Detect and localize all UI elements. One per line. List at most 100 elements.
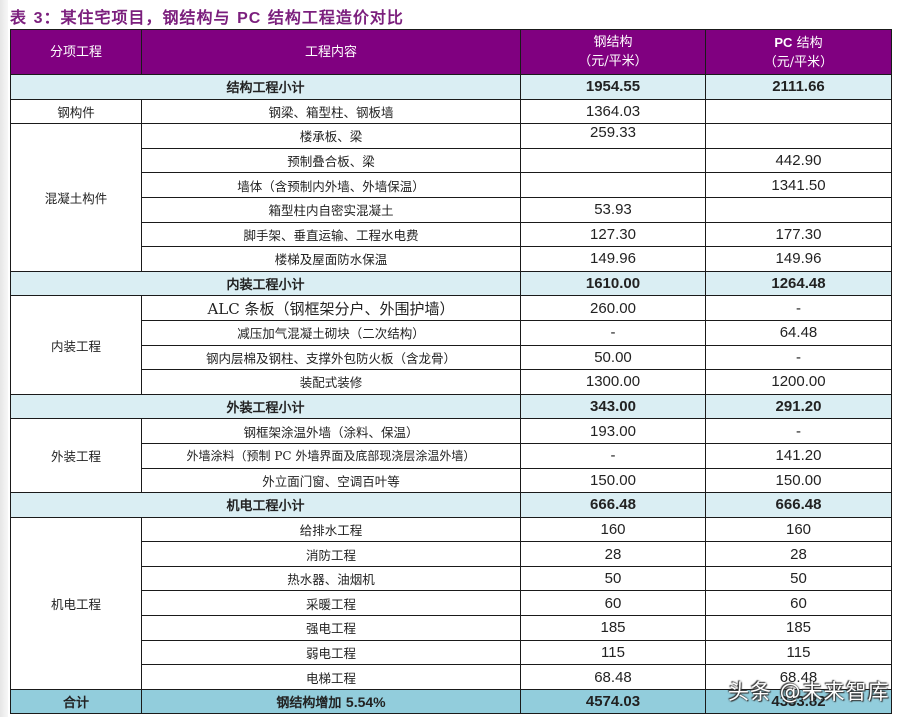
pc-cell: -: [705, 344, 892, 371]
pc-cell: 150.00: [705, 467, 892, 494]
content-cell: 热水器、油烟机: [141, 565, 521, 592]
content-cell: 墙体（含预制内外墙、外墙保温）: [141, 172, 521, 198]
pc-cell: 442.90: [705, 147, 892, 174]
pc-cell: [705, 98, 892, 125]
header-pc-label: 结构: [792, 35, 823, 51]
table-row: 弱电工程 115 115: [11, 639, 892, 666]
table-row: 内装工程 ALC 条板（钢框架分户、外围护墙） 260.00 -: [10, 295, 892, 395]
subtotal-label: 结构工程小计: [10, 74, 521, 100]
steel-cell: 1364.03: [520, 98, 706, 125]
table-row: 采暖工程 60 60: [11, 590, 892, 617]
steel-cell: 260.00: [520, 295, 706, 321]
pc-cell: 60: [705, 590, 892, 617]
subtotal-row: 内装工程小计 1610.00 1264.48: [10, 270, 892, 297]
total-note-text: 钢结构增加: [276, 696, 346, 712]
steel-cell: 185: [520, 615, 706, 641]
total-note-pct: 5.54%: [345, 694, 386, 711]
content-cell: 采暖工程: [141, 590, 521, 617]
subtotal-row: 结构工程小计 1954.55 2111.66: [10, 74, 892, 100]
header-category: 分项工程: [10, 29, 142, 75]
pc-cell: -: [705, 295, 892, 321]
header-row: 分项工程 工程内容 钢结构 （元/平米） PC 结构 （元/平米）: [10, 29, 892, 75]
pc-cell: 160: [705, 516, 892, 543]
subtotal-steel: 1610.00: [520, 270, 706, 297]
pc-cell: 28: [705, 541, 892, 567]
caption-text-a: 某住宅项目，钢结构与: [60, 8, 238, 27]
subtotal-pc: 291.20: [705, 393, 892, 420]
content-cell: 强电工程: [141, 615, 521, 641]
content-cell: 钢梁、箱型柱、钢板墙: [141, 98, 521, 125]
pc-cell: 1341.50: [705, 172, 892, 198]
subtotal-pc: 666.48: [705, 492, 892, 518]
table-row: 消防工程 28 28: [11, 541, 892, 567]
pc-cell: 50: [705, 565, 892, 592]
subtotal-row: 机电工程小计 666.48 666.48: [10, 492, 892, 518]
table-row: 脚手架、垂直运输、工程水电费 127.30 177.30: [11, 221, 892, 248]
page-left-shadow: [0, 0, 8, 717]
steel-cell: [520, 172, 706, 198]
content-cell: 钢内层棉及钢柱、支撑外包防火板（含龙骨）: [141, 344, 521, 371]
table-row: 楼梯及屋面防水保温 149.96 149.96: [11, 246, 892, 272]
steel-cell: 149.96: [520, 246, 706, 272]
steel-cell: 150.00: [520, 467, 706, 494]
table-row: 强电工程 185 185: [11, 615, 892, 641]
table-row: 热水器、油烟机 50 50: [11, 565, 892, 592]
pc-cell: 1200.00: [705, 369, 892, 395]
content-cell: ALC 条板（钢框架分户、外围护墙）: [141, 295, 521, 321]
table-row: 箱型柱内自密实混凝土 53.93: [11, 196, 892, 223]
pc-cell: 115: [705, 639, 892, 666]
content-cell: 预制叠合板、梁: [141, 147, 521, 174]
steel-cell: 68.48: [520, 664, 706, 690]
table-row: 电梯工程 68.48 68.48: [11, 664, 892, 690]
table-row: 混凝土构件 楼承板、梁 259.33: [10, 123, 892, 272]
table-row: 外立面门窗、空调百叶等 150.00 150.00: [11, 467, 892, 494]
subtotal-label: 机电工程小计: [10, 492, 521, 518]
steel-cell: [520, 147, 706, 174]
steel-cell: 160: [520, 516, 706, 543]
content-cell: 减压加气混凝土砌块（二次结构）: [141, 319, 521, 346]
subtotal-row: 外装工程小计 343.00 291.20: [10, 393, 892, 420]
steel-cell: -: [520, 442, 706, 469]
header-steel: 钢结构 （元/平米）: [520, 29, 706, 75]
header-pc: PC 结构 （元/平米）: [705, 29, 892, 75]
table-caption: 表 3：某住宅项目，钢结构与 PC 结构工程造价对比: [10, 4, 404, 28]
pc-cell: 185: [705, 615, 892, 641]
total-steel: 4574.03: [520, 688, 706, 715]
total-label: 合计: [10, 688, 142, 715]
pc-cell: 177.30: [705, 221, 892, 248]
steel-cell: -: [520, 319, 706, 346]
subtotal-steel: 343.00: [520, 393, 706, 420]
pc-cell: 141.20: [705, 442, 892, 469]
steel-cell: 53.93: [520, 196, 706, 223]
table-row: 装配式装修 1300.00 1200.00: [11, 369, 892, 395]
subtotal-pc: 2111.66: [705, 74, 892, 100]
table-row: 外装工程 钢框架涂温外墙（涂料、保温） 193.00 -: [10, 418, 892, 494]
content-cell: 消防工程: [141, 541, 521, 567]
total-pc: 4333.82: [705, 688, 892, 715]
table-row: 钢内层棉及钢柱、支撑外包防火板（含龙骨） 50.00 -: [11, 344, 892, 371]
steel-cell: 28: [520, 541, 706, 567]
content-cell: 电梯工程: [141, 664, 521, 690]
steel-cell: 127.30: [520, 221, 706, 248]
subtotal-steel: 1954.55: [520, 74, 706, 100]
subtotal-pc: 1264.48: [705, 270, 892, 297]
table-row: 机电工程 给排水工程 160 160: [10, 516, 892, 690]
content-cell: 给排水工程: [141, 516, 521, 543]
table-row: 预制叠合板、梁 442.90: [11, 147, 892, 174]
category-cell: 钢构件: [10, 98, 142, 125]
header-content: 工程内容: [141, 29, 521, 75]
category-cell: 机电工程: [10, 516, 142, 690]
steel-cell: 193.00: [520, 418, 706, 444]
pc-cell: 64.48: [705, 319, 892, 346]
total-note: 钢结构增加 5.54%: [141, 688, 521, 715]
caption-separator: ：: [43, 8, 61, 27]
subtotal-steel: 666.48: [520, 492, 706, 518]
subtotal-label: 内装工程小计: [10, 270, 521, 297]
steel-cell: 60: [520, 590, 706, 617]
content-cell: 箱型柱内自密实混凝土: [141, 196, 521, 223]
category-cell: 内装工程: [10, 295, 142, 395]
table-row: 外墙涂料（预制 PC 外墙界面及底部现浇层涂温外墙） - 141.20: [11, 442, 892, 469]
cost-comparison-table: 分项工程 工程内容 钢结构 （元/平米） PC 结构 （元/平米） 结构工程小计 1…: [10, 29, 892, 715]
header-pc-latin: PC: [774, 34, 793, 50]
caption-text-b: 结构工程造价对比: [261, 8, 404, 27]
